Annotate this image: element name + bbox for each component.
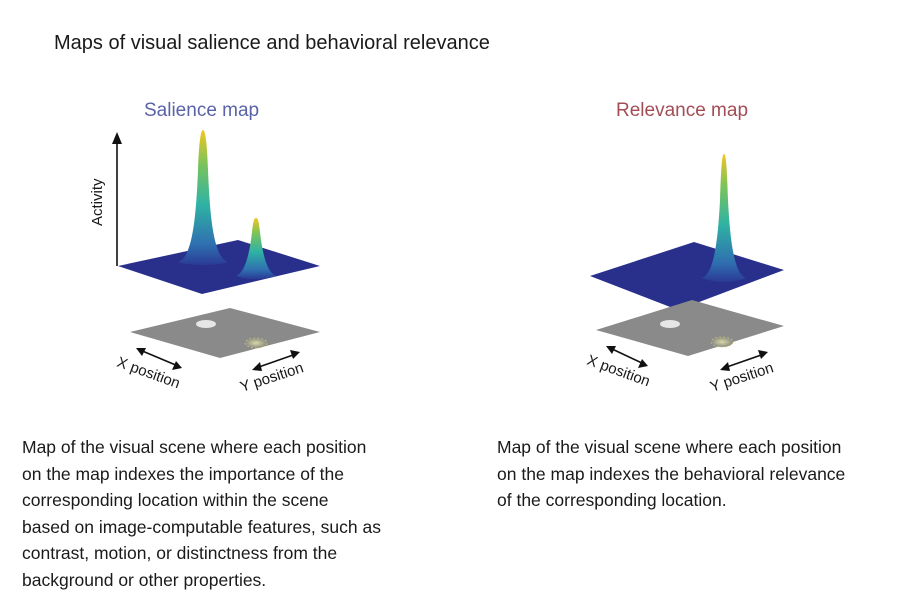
- relevance-peak: [702, 154, 746, 282]
- x-arrowhead-left-icon: [606, 346, 616, 354]
- relevance-description: Map of the visual scene where each posit…: [497, 434, 897, 514]
- x-position-arrow: [139, 349, 179, 367]
- description-line: background or other properties.: [22, 569, 267, 590]
- description-line: corresponding location within the scene: [22, 490, 329, 510]
- description-line: Map of the visual scene where each posit…: [22, 437, 367, 457]
- x-position-label: X position: [585, 352, 653, 391]
- scene-object-target: [710, 336, 734, 348]
- salience-secondary-peak: [236, 218, 276, 279]
- y-arrowhead-right-icon: [290, 350, 300, 359]
- x-arrowhead-right-icon: [638, 359, 648, 368]
- activity-arrowhead-icon: [112, 132, 122, 144]
- salience-main-peak: [178, 130, 228, 265]
- description-line: on the map indexes the importance of the: [22, 463, 345, 484]
- x-arrowhead-right-icon: [172, 361, 182, 370]
- activity-axis-label: Activity: [89, 178, 106, 226]
- description-line: based on image-computable features, such…: [22, 516, 381, 537]
- relevance-activity-plane: [590, 242, 784, 310]
- relevance-map-heading: Relevance map: [616, 100, 749, 121]
- y-arrowhead-left-icon: [720, 362, 730, 371]
- description-line: contrast, motion, or distinctness from t…: [22, 543, 338, 563]
- y-position-label: Y position: [238, 359, 306, 395]
- relevance-map-figure: X position Y position: [585, 154, 784, 396]
- x-position-arrow: [609, 347, 645, 365]
- y-position-arrow: [723, 353, 765, 369]
- salience-activity-plane: [118, 240, 320, 294]
- relevance-scene-plane: [596, 300, 784, 356]
- y-arrowhead-right-icon: [758, 350, 768, 359]
- y-position-arrow: [255, 353, 297, 369]
- y-position-label: Y position: [708, 359, 776, 395]
- x-position-label: X position: [115, 354, 183, 393]
- scene-object-target: [244, 337, 268, 349]
- description-line: on the map indexes the behavioral releva…: [497, 463, 846, 484]
- relevance-panel: Relevance map X position: [560, 90, 860, 410]
- figure-title: Maps of visual salience and behavioral r…: [54, 32, 490, 54]
- description-line: of the corresponding location.: [497, 490, 727, 510]
- salience-description: Map of the visual scene where each posit…: [22, 434, 442, 593]
- salience-map-heading: Salience map: [144, 100, 260, 121]
- scene-object-disk: [196, 320, 216, 328]
- y-arrowhead-left-icon: [252, 362, 262, 371]
- salience-map-figure: Activity X position Y position: [89, 130, 320, 396]
- salience-panel: Salience map Activity: [80, 90, 380, 410]
- salience-scene-plane: [130, 308, 320, 358]
- x-arrowhead-left-icon: [136, 348, 146, 356]
- description-line: Map of the visual scene where each posit…: [497, 437, 842, 457]
- scene-object-disk: [660, 320, 680, 328]
